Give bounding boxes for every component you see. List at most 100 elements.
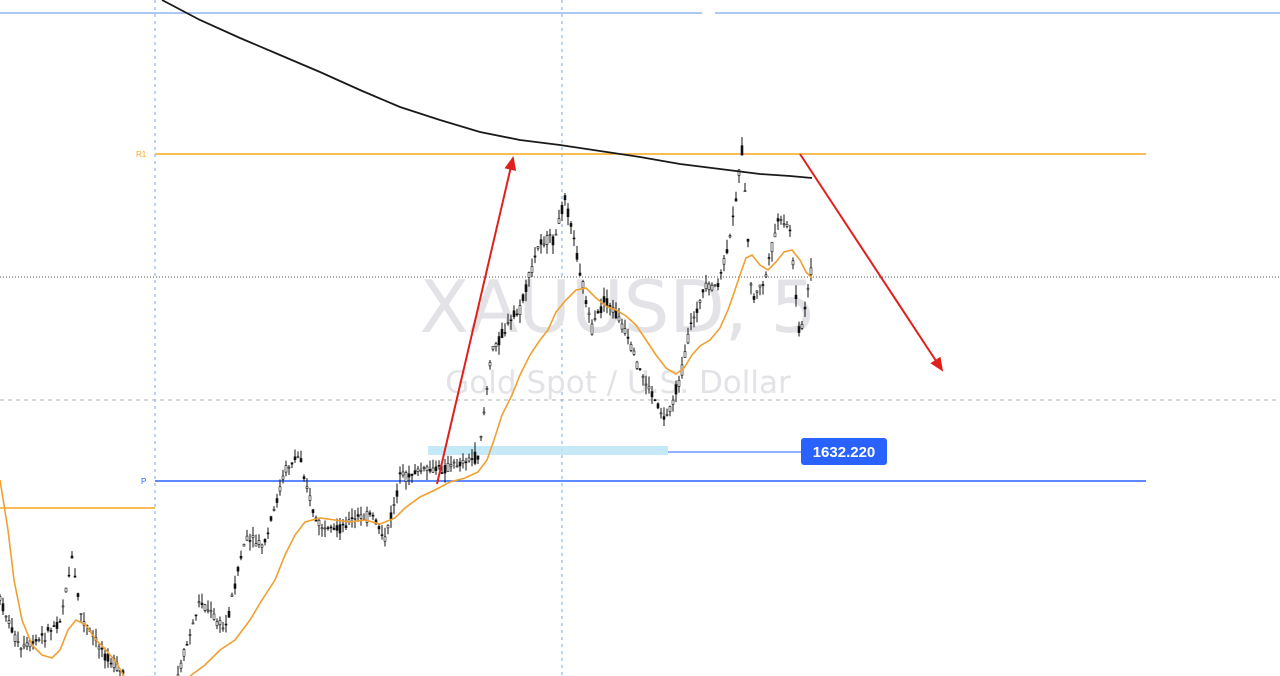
candle-body-1-27 (257, 540, 261, 545)
candle-body-1-101 (479, 436, 483, 439)
candle-body-1-105 (491, 345, 495, 350)
candle-body-1-126 (554, 233, 558, 236)
candle-body-1-1 (179, 662, 183, 669)
candle-body-1-76 (404, 472, 408, 482)
candle-body-1-166 (674, 384, 678, 395)
candle-body-1-86 (434, 466, 438, 471)
candle-body-0-11 (31, 641, 35, 644)
candle-body-1-37 (287, 466, 291, 469)
price-tag[interactable]: 1632.220 (801, 438, 887, 465)
candle-body-1-187 (737, 169, 741, 176)
candle-body-1-122 (542, 243, 546, 246)
candle-body-1-80 (416, 468, 420, 472)
candle-body-1-152 (632, 350, 636, 355)
candle-body-1-107 (497, 336, 501, 346)
candle-body-1-84 (428, 468, 432, 472)
candle-body-1-208 (800, 324, 804, 329)
description-watermark: Gold Spot / U.S. Dollar (445, 365, 791, 401)
candle-body-1-17 (227, 610, 231, 618)
candle-body-1-183 (725, 249, 729, 254)
candle-body-1-29 (263, 539, 267, 543)
up-arrow[interactable] (436, 156, 517, 485)
candle-body-1-67 (377, 526, 381, 530)
candle-body-1-68 (380, 534, 384, 536)
candle-body-1-50 (326, 527, 330, 529)
candle-body-1-149 (623, 328, 627, 334)
candle-body-1-75 (401, 471, 405, 476)
candle-body-1-119 (533, 255, 537, 258)
support-zone[interactable] (428, 446, 668, 455)
candle-body-0-16 (46, 627, 50, 631)
p-label: P (141, 477, 146, 486)
candle-body-1-92 (452, 461, 456, 464)
candle-body-0-27 (79, 613, 83, 615)
candle-body-1-99 (473, 451, 477, 464)
candle-body-0-9 (25, 642, 29, 647)
candle-body-1-142 (602, 296, 606, 303)
candle-body-1-8 (200, 602, 204, 605)
candle-body-0-1 (1, 603, 5, 612)
candle-body-1-198 (770, 241, 774, 253)
candle-body-0-7 (19, 648, 23, 651)
candle-body-1-211 (809, 267, 813, 275)
candle-body-1-177 (707, 283, 711, 290)
candle-body-1-95 (461, 459, 465, 464)
candle-body-1-189 (743, 190, 747, 193)
candle-body-1-43 (305, 486, 309, 489)
candle-body-1-199 (773, 232, 777, 238)
candlestick-series (0, 137, 813, 676)
candle-body-0-19 (55, 622, 59, 629)
ema-fast-line-left (0, 479, 125, 676)
candle-body-1-94 (458, 461, 462, 467)
candle-body-1-21 (239, 555, 243, 559)
candle-body-1-48 (320, 527, 324, 530)
r1-label: R1 (136, 150, 147, 159)
down-arrow[interactable] (799, 153, 944, 372)
candle-body-1-148 (620, 323, 624, 330)
candle-body-1-11 (209, 610, 213, 613)
candle-body-1-89 (443, 465, 447, 474)
candle-body-1-34 (278, 486, 282, 492)
candle-body-1-111 (509, 319, 513, 322)
candle-body-1-38 (290, 462, 294, 465)
candle-body-1-162 (662, 416, 666, 420)
candle-body-1-130 (566, 208, 570, 218)
candle-body-1-19 (233, 583, 237, 589)
candle-body-1-85 (431, 467, 435, 473)
candle-body-0-15 (43, 639, 47, 642)
candle-body-1-52 (332, 527, 336, 530)
candle-body-1-173 (695, 308, 699, 313)
candle-body-1-193 (755, 290, 759, 293)
candle-body-0-25 (73, 575, 77, 578)
candle-body-1-188 (740, 145, 744, 156)
candle-body-1-63 (365, 511, 369, 523)
candle-body-1-182 (722, 258, 726, 265)
candle-body-1-14 (218, 620, 222, 625)
candle-body-1-174 (698, 299, 702, 303)
candle-body-1-45 (311, 509, 315, 513)
candle-body-1-136 (584, 300, 588, 304)
candle-body-1-23 (245, 535, 249, 541)
candle-body-0-5 (13, 634, 17, 642)
candle-body-1-36 (284, 465, 288, 473)
candle-body-1-108 (500, 328, 504, 338)
candle-body-1-78 (410, 474, 414, 476)
candle-body-1-158 (650, 391, 654, 398)
candle-body-1-110 (506, 322, 510, 324)
candle-body-1-33 (275, 498, 279, 503)
candle-body-1-115 (521, 294, 525, 301)
candle-body-1-167 (677, 379, 681, 387)
candle-body-1-135 (581, 281, 585, 289)
candle-body-1-181 (719, 272, 723, 274)
candle-body-1-90 (446, 462, 450, 472)
candle-body-1-83 (425, 466, 429, 471)
candle-body-1-87 (437, 465, 441, 467)
candle-body-1-22 (242, 544, 246, 547)
candle-body-1-25 (251, 534, 255, 538)
candle-body-1-32 (272, 509, 276, 511)
ema-fast-line (189, 249, 813, 676)
candle-body-1-201 (779, 219, 783, 221)
candle-body-1-190 (746, 238, 750, 242)
candle-body-1-133 (575, 252, 579, 260)
